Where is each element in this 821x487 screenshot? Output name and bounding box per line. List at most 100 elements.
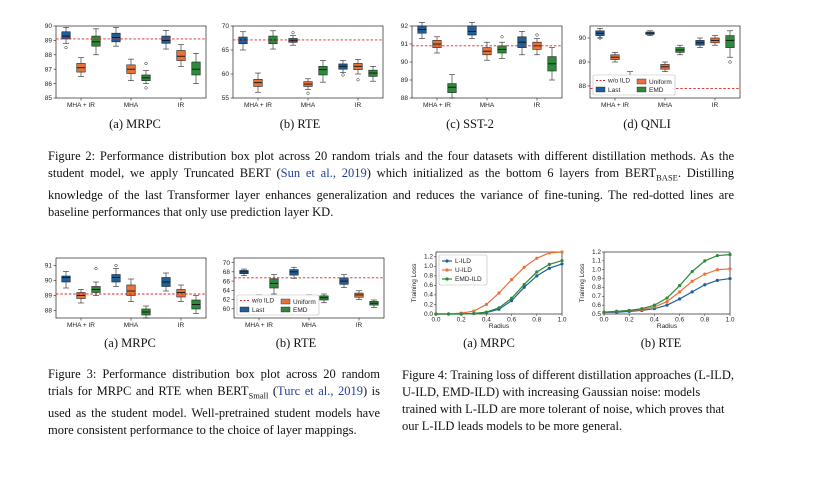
x-tick-label: 0.4 (650, 317, 659, 324)
x-tick-label: MHA + IR (67, 322, 95, 329)
series-point (665, 300, 669, 304)
y-tick-label: 1.1 (592, 258, 601, 265)
series-emd-ild (434, 258, 564, 316)
box-emd (369, 299, 379, 308)
fig2c-subcaption: (c) SST-2 (446, 117, 494, 131)
series-point (703, 283, 707, 287)
y-tick-label: 87 (45, 66, 53, 73)
outlier (64, 46, 68, 50)
box-body (238, 36, 248, 45)
box-last (339, 274, 349, 288)
series-u-ild (602, 267, 732, 314)
box-last (288, 31, 298, 46)
fig2a-plot: 85 86 87 88 89 90 MHA + IR MHA IR (40, 22, 210, 110)
y-tick-label: 0.2 (424, 301, 433, 308)
legend-label-1: Uniform (293, 299, 316, 306)
y-tick-label: 0.8 (424, 273, 433, 280)
x-tick-label: 0.8 (700, 317, 709, 324)
legend-swatch-0 (595, 86, 606, 93)
plot-frame (435, 251, 563, 315)
box-body (725, 35, 735, 48)
legend-label-0: Last (608, 87, 620, 94)
box-emd (447, 74, 457, 99)
series-point (728, 253, 732, 257)
series-point (547, 251, 551, 255)
box-uniform (76, 289, 86, 304)
box-body (126, 284, 136, 296)
y-tick-label: 1.0 (592, 267, 601, 274)
y-tick-label: 66 (223, 278, 231, 285)
x-tick-label: 0.2 (457, 317, 466, 324)
box-uniform (610, 52, 620, 63)
series-point (472, 311, 476, 316)
outlier (728, 60, 732, 64)
box-uniform (710, 35, 720, 46)
box-uniform (660, 61, 670, 72)
box-body (161, 35, 171, 44)
series-point (522, 265, 526, 269)
fig2-caption-sub: BASE (656, 172, 678, 183)
outlier (500, 35, 504, 39)
x-tick-label: MHA + IR (67, 102, 95, 109)
box-uniform (303, 78, 313, 95)
box-body (318, 66, 328, 76)
series-point (715, 278, 719, 282)
fig2-caption-prefix: Figure 2: Performance distribution box p… (48, 149, 734, 180)
box-last (467, 22, 477, 39)
legend-frame (236, 294, 320, 316)
box-last (238, 31, 248, 51)
y-tick-label: 0.5 (592, 311, 601, 318)
y-tick-label: 89 (579, 59, 587, 66)
fig2-caption-middle: ) which initialized as the bottom 6 laye… (366, 166, 657, 180)
y-tick-label: 88 (579, 83, 587, 90)
y-tick-label: 0.6 (592, 302, 601, 309)
fig2-citation[interactable]: Sun et al., 2019 (280, 166, 367, 180)
outlier (114, 263, 118, 268)
series-point (690, 269, 694, 274)
series-point (535, 256, 539, 260)
series-point (678, 284, 682, 288)
box-emd (547, 47, 557, 81)
x-tick-label: MHA (302, 322, 317, 329)
y-tick-label: 90 (45, 278, 53, 285)
figure4-caption: Figure 4: Training loss of different dis… (402, 368, 735, 433)
fig3-caption-sub: Small (248, 390, 269, 401)
y-tick-label: 89 (45, 293, 53, 300)
box-last (161, 30, 171, 50)
x-axis-label: Radius (657, 323, 678, 330)
x-tick-label: IR (712, 102, 719, 109)
box-body (176, 50, 186, 61)
y-tick-label: 85 (45, 95, 53, 102)
box-emd (675, 44, 685, 56)
box-last (595, 28, 605, 40)
series-point (547, 266, 551, 270)
outlier (144, 61, 148, 65)
y-tick-label: 70 (222, 23, 230, 30)
legend-label-1: Uniform (649, 79, 672, 86)
series-point (434, 312, 438, 316)
series-point (678, 290, 682, 294)
y-tick-label: 1.2 (592, 249, 601, 256)
box-emd (141, 61, 151, 90)
fig3a-plot: 88 89 90 91 MHA + IR MHA IR (40, 254, 210, 330)
box-uniform (126, 58, 136, 82)
series-point (510, 299, 514, 303)
box-body (467, 25, 477, 36)
fig2c-svg: 88 89 90 91 92 MHA + IR MHA IR (401, 22, 563, 109)
box-emd (91, 266, 101, 296)
series-point (703, 259, 707, 263)
fig2b-svg: 55 60 65 70 MHA + IR MHA IR (222, 23, 384, 109)
x-tick-label: MHA + IR (423, 102, 451, 109)
series-point (560, 258, 564, 263)
series-point (560, 250, 564, 254)
outlier (356, 78, 360, 82)
x-tick-label: MHA (301, 102, 316, 109)
fig2b-subcaption: (b) RTE (279, 117, 321, 131)
fig3-citation[interactable]: Turc et al., 2019 (277, 384, 363, 398)
legend: L-ILD U-ILD EMD-ILD (438, 254, 488, 286)
series-point (522, 282, 526, 287)
series-point (497, 291, 501, 295)
outlier (94, 266, 98, 271)
